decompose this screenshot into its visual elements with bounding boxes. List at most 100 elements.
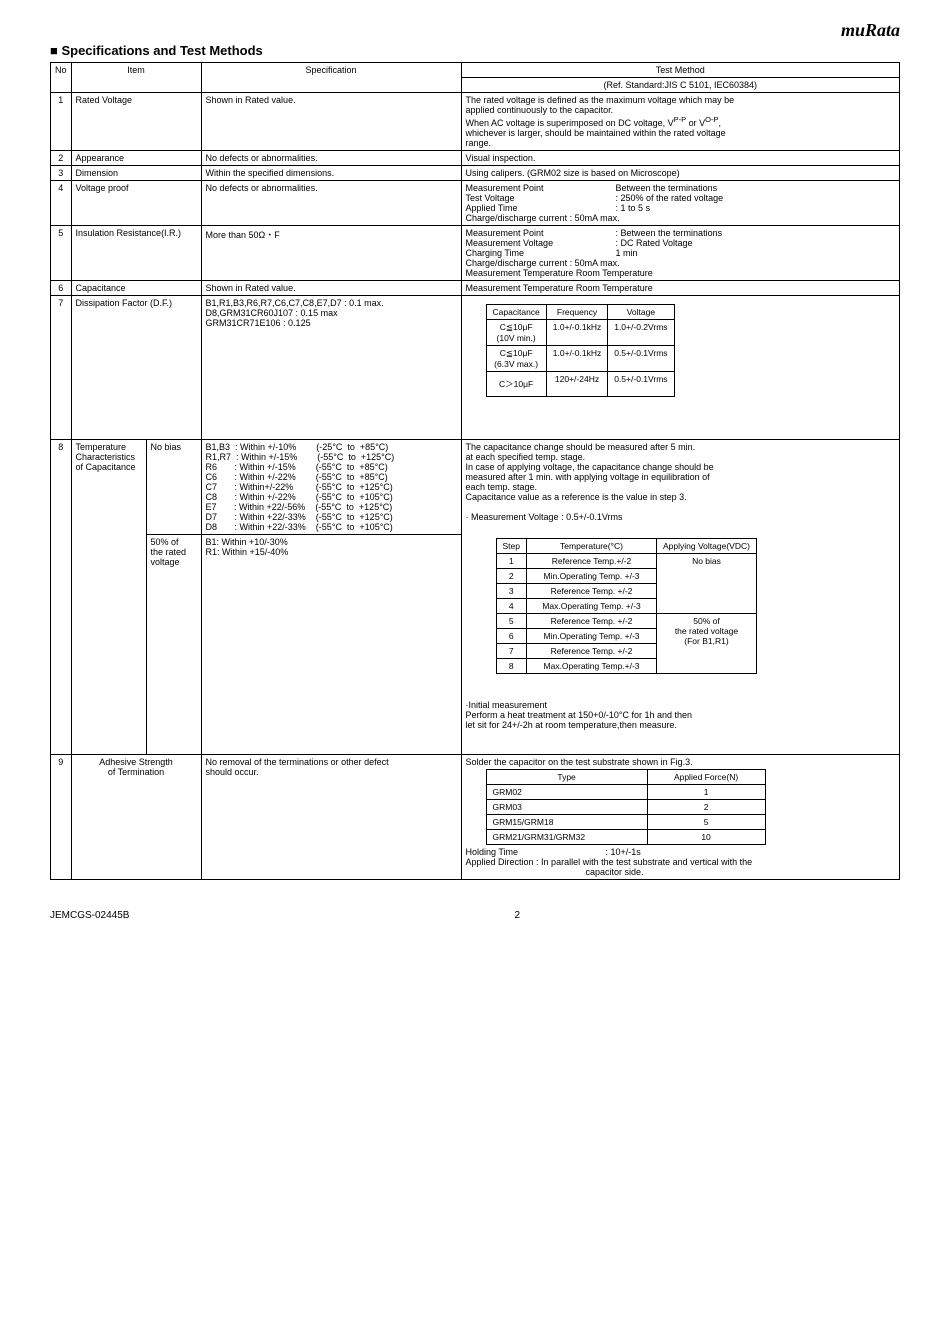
cell-spec: No defects or abnormalities. [201,181,461,226]
td: No bias [657,554,757,614]
text: Applied Direction : In parallel with the… [466,857,895,867]
freq-table: CapacitanceFrequencyVoltage C≦10μF(10V m… [486,304,675,397]
cell-item: Capacitance [71,281,201,296]
cell-item: Insulation Resistance(I.R.) [71,226,201,281]
text: each temp. stage. [466,482,895,492]
td: 0.5+/-0.1Vrms [608,372,674,397]
text: B1: Within +10/-30% [206,537,457,547]
td: 4 [496,599,527,614]
header-no: No [51,63,72,93]
table-row: 8 Temperature Characteristics of Capacit… [51,440,900,535]
table-row: 9 Adhesive Strength of Termination No re… [51,755,900,880]
cell-sub: No bias [146,440,201,535]
td: Max.Operating Temp. +/-3 [527,599,657,614]
cell-test: Using calipers. (GRM02 size is based on … [461,166,899,181]
text: No removal of the terminations or other … [206,757,457,767]
td: Min.Operating Temp. +/-3 [527,569,657,584]
th: Frequency [546,305,607,320]
text: should occur. [206,767,457,777]
table-row: 6 Capacitance Shown in Rated value. Meas… [51,281,900,296]
td: 5 [496,614,527,629]
text: C7 : Within+/-22% (-55°C to +125°C) [206,482,457,492]
td: GRM02 [486,785,647,800]
cell-item: Temperature Characteristics of Capacitan… [71,440,146,755]
td: Reference Temp. +/-2 [527,614,657,629]
th: Type [486,770,647,785]
header-test: Test Method [461,63,899,78]
text: voltage [151,557,197,567]
td: GRM03 [486,800,647,815]
cell-spec: No defects or abnormalities. [201,151,461,166]
cell-spec: B1: Within +10/-30% R1: Within +15/-40% [201,535,461,755]
cell-test: Solder the capacitor on the test substra… [461,755,899,880]
text: Measurement Point: Between the terminati… [466,228,895,238]
cell-spec: B1,R1,B3,R6,R7,C6,C7,C8,E7,D7 : 0.1 max.… [201,296,461,440]
table-row: 4 Voltage proof No defects or abnormalit… [51,181,900,226]
td: C≦10μF(6.3V max.) [486,346,546,372]
spec-table: No Item Specification Test Method (Ref. … [50,62,900,880]
text: The capacitance change should be measure… [466,442,895,452]
text: whichever is larger, should be maintaine… [466,128,895,138]
cell-item: Rated Voltage [71,93,201,151]
text: range. [466,138,895,148]
text: R6 : Within +/-15% (-55°C to +85°C) [206,462,457,472]
text: B1,B3 : Within +/-10% (-25°C to +85°C) [206,442,457,452]
td: Max.Operating Temp.+/-3 [527,659,657,674]
header-test-ref: (Ref. Standard:JIS C 5101, IEC60384) [461,78,899,93]
td: GRM15/GRM18 [486,815,647,830]
cell-test: The rated voltage is defined as the maxi… [461,93,899,151]
page-title: Specifications and Test Methods [50,43,900,58]
cell-item: Dimension [71,166,201,181]
cell-sub: 50% of the rated voltage [146,535,201,755]
cell-item: Voltage proof [71,181,201,226]
footer-page: 2 [514,910,520,921]
text: Charge/discharge current : 50mA max. [466,258,895,268]
table-row: 5 Insulation Resistance(I.R.) More than … [51,226,900,281]
td: 8 [496,659,527,674]
force-table: TypeApplied Force(N) GRM021 GRM032 GRM15… [486,769,766,845]
step-table: StepTemperature(°C)Applying Voltage(VDC)… [496,538,757,674]
text: R1: Within +15/-40% [206,547,457,557]
cell-no: 1 [51,93,72,151]
th: Voltage [608,305,674,320]
cell-spec: B1,B3 : Within +/-10% (-25°C to +85°C) R… [201,440,461,535]
cell-test: Visual inspection. [461,151,899,166]
td: 2 [496,569,527,584]
cell-no: 4 [51,181,72,226]
th: Applying Voltage(VDC) [657,539,757,554]
cell-no: 7 [51,296,72,440]
td: 0.5+/-0.1Vrms [608,346,674,372]
text: R1,R7 : Within +/-15% (-55°C to +125°C) [206,452,457,462]
cell-test: Measurement Point: Between the terminati… [461,226,899,281]
td: 120+/-24Hz [546,372,607,397]
footer: JEMCGS-02445B 2 [50,910,900,921]
td: 5 [647,815,765,830]
text: When AC voltage is superimposed on DC vo… [466,115,895,128]
td: Reference Temp. +/-2 [527,584,657,599]
td: 3 [496,584,527,599]
text: Measurement PointBetween the termination… [466,183,895,193]
td: 6 [496,629,527,644]
cell-no: 2 [51,151,72,166]
text: Perform a heat treatment at 150+0/-10°C … [466,710,895,720]
text: at each specified temp. stage. [466,452,895,462]
table-row: 2 Appearance No defects or abnormalities… [51,151,900,166]
text: Characteristics [76,452,142,462]
text: In case of applying voltage, the capacit… [466,462,895,472]
cell-item: Dissipation Factor (D.F.) [71,296,201,440]
td: 10 [647,830,765,845]
td: 1.0+/-0.1kHz [546,346,607,372]
text: D8,GRM31CR60J107 : 0.15 max [206,308,457,318]
text: C6 : Within +/-22% (-55°C to +85°C) [206,472,457,482]
td: 2 [647,800,765,815]
cell-item: Adhesive Strength of Termination [71,755,201,880]
td: 50% ofthe rated voltage(For B1,R1) [657,614,757,674]
td: C≦10μF(10V min.) [486,320,546,346]
text: The rated voltage is defined as the maxi… [466,95,895,105]
cell-spec: Shown in Rated value. [201,281,461,296]
text: B1,R1,B3,R6,R7,C6,C7,C8,E7,D7 : 0.1 max. [206,298,457,308]
cell-no: 6 [51,281,72,296]
text: · Measurement Voltage : 0.5+/-0.1Vrms [466,512,895,522]
text: measured after 1 min. with applying volt… [466,472,895,482]
cell-spec: Shown in Rated value. [201,93,461,151]
